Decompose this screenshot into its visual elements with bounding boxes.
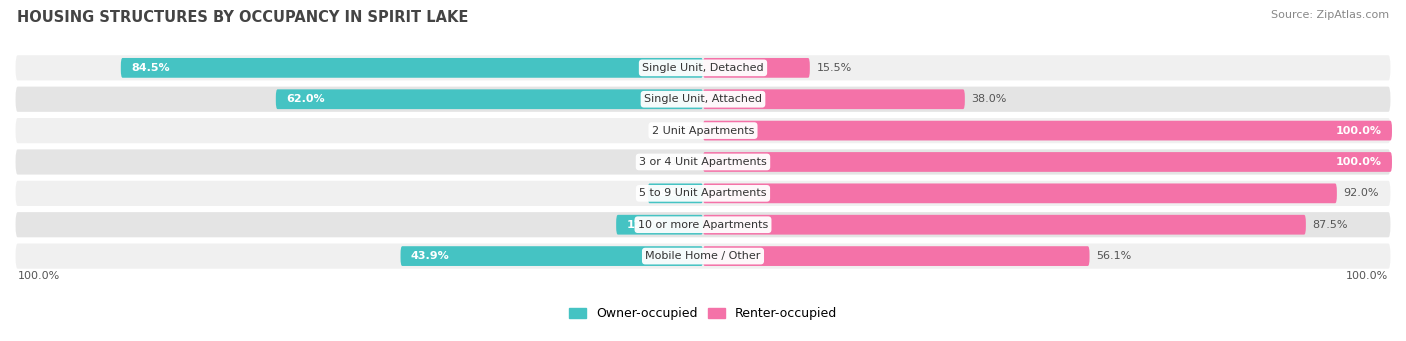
Text: 87.5%: 87.5% [1313,220,1348,230]
FancyBboxPatch shape [703,152,1392,172]
Text: 8.0%: 8.0% [658,188,689,198]
FancyBboxPatch shape [121,58,703,78]
Text: 100.0%: 100.0% [1347,270,1389,281]
Text: 62.0%: 62.0% [287,94,325,104]
Text: Single Unit, Detached: Single Unit, Detached [643,63,763,73]
FancyBboxPatch shape [648,183,703,203]
FancyBboxPatch shape [703,215,1306,235]
Text: Mobile Home / Other: Mobile Home / Other [645,251,761,261]
Text: 0.0%: 0.0% [668,157,696,167]
FancyBboxPatch shape [703,121,1392,140]
Text: 0.0%: 0.0% [668,125,696,136]
FancyBboxPatch shape [616,215,703,235]
Text: 15.5%: 15.5% [817,63,852,73]
FancyBboxPatch shape [14,117,1392,144]
FancyBboxPatch shape [703,89,965,109]
FancyBboxPatch shape [14,86,1392,113]
Text: 5 to 9 Unit Apartments: 5 to 9 Unit Apartments [640,188,766,198]
Text: HOUSING STRUCTURES BY OCCUPANCY IN SPIRIT LAKE: HOUSING STRUCTURES BY OCCUPANCY IN SPIRI… [17,10,468,25]
Text: 56.1%: 56.1% [1097,251,1132,261]
FancyBboxPatch shape [401,246,703,266]
Text: Single Unit, Attached: Single Unit, Attached [644,94,762,104]
Text: 100.0%: 100.0% [1336,125,1382,136]
FancyBboxPatch shape [276,89,703,109]
Text: 10 or more Apartments: 10 or more Apartments [638,220,768,230]
Text: 43.9%: 43.9% [411,251,450,261]
FancyBboxPatch shape [14,242,1392,270]
FancyBboxPatch shape [14,54,1392,81]
FancyBboxPatch shape [703,246,1090,266]
Text: 2 Unit Apartments: 2 Unit Apartments [652,125,754,136]
FancyBboxPatch shape [703,183,1337,203]
Text: 3 or 4 Unit Apartments: 3 or 4 Unit Apartments [640,157,766,167]
FancyBboxPatch shape [14,211,1392,238]
Text: 100.0%: 100.0% [17,270,59,281]
Text: 84.5%: 84.5% [131,63,170,73]
Text: 92.0%: 92.0% [1344,188,1379,198]
FancyBboxPatch shape [703,58,810,78]
Text: 38.0%: 38.0% [972,94,1007,104]
Text: 100.0%: 100.0% [1336,157,1382,167]
FancyBboxPatch shape [14,148,1392,176]
Legend: Owner-occupied, Renter-occupied: Owner-occupied, Renter-occupied [564,302,842,325]
FancyBboxPatch shape [14,180,1392,207]
Text: Source: ZipAtlas.com: Source: ZipAtlas.com [1271,10,1389,20]
Text: 12.6%: 12.6% [627,220,665,230]
